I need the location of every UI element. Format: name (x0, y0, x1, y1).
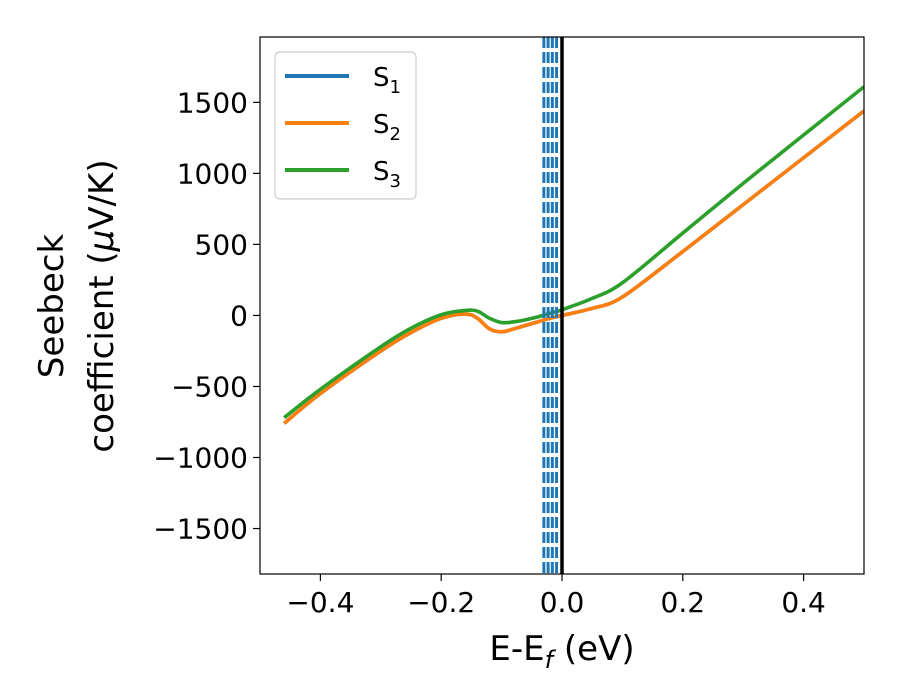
y-tick-label: 1500 (177, 86, 248, 119)
y-axis-label-line1: Seebeck (32, 234, 72, 379)
y-tick-label: 500 (195, 228, 248, 261)
x-axis-label: E-Ef (eV) (489, 629, 634, 674)
x-tick-label: −0.4 (286, 586, 354, 619)
x-axis-ticks: −0.4 −0.2 0.0 0.2 0.4 (286, 574, 826, 619)
series-layer (283, 37, 864, 574)
y-tick-label: 0 (230, 299, 248, 332)
legend: S1 S2 S3 (274, 51, 417, 200)
x-tick-label: −0.2 (407, 586, 475, 619)
y-tick-label: −1500 (153, 513, 248, 546)
y-axis-ticks: −1500 −1000 −500 0 500 1000 1500 (153, 86, 260, 546)
legend-label-s3: S3 (373, 157, 401, 192)
y-axis-label-line2: coefficient (μV/K) (82, 159, 122, 452)
x-tick-label: 0.0 (540, 586, 585, 619)
legend-label-s2: S2 (373, 110, 401, 145)
series-line-s3 (283, 85, 864, 420)
y-tick-label: 1000 (177, 157, 248, 190)
x-tick-label: 0.4 (781, 586, 826, 619)
y-tick-label: −500 (171, 370, 248, 403)
series-line-s2 (283, 109, 864, 425)
x-tick-label: 0.2 (661, 586, 706, 619)
y-tick-label: −1000 (153, 442, 248, 475)
legend-box (274, 51, 417, 200)
legend-label-s1: S1 (373, 63, 401, 98)
y-axis-label: Seebeck coefficient (μV/K) (32, 159, 122, 452)
